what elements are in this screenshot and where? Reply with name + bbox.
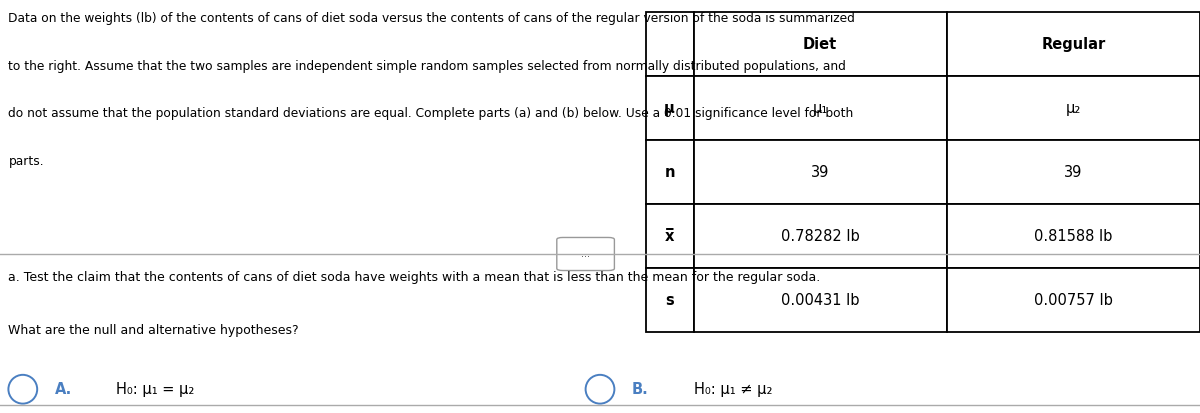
Text: 0.00431 lb: 0.00431 lb [781, 293, 859, 308]
FancyBboxPatch shape [557, 237, 614, 271]
Text: 39: 39 [1064, 165, 1082, 180]
Text: x̅: x̅ [665, 229, 674, 244]
Text: μ: μ [665, 101, 674, 116]
Bar [646, 76, 694, 140]
Bar [646, 140, 694, 204]
Bar [694, 268, 947, 332]
Text: 39: 39 [811, 165, 829, 180]
Text: Regular: Regular [1042, 37, 1105, 52]
Text: What are the null and alternative hypotheses?: What are the null and alternative hypoth… [8, 324, 299, 337]
Text: n: n [665, 165, 674, 180]
Bar [947, 140, 1200, 204]
Text: H₀: μ₁ = μ₂: H₀: μ₁ = μ₂ [116, 382, 194, 397]
Text: B.: B. [631, 382, 648, 397]
Text: Diet: Diet [803, 37, 838, 52]
Bar [646, 268, 694, 332]
Bar [694, 76, 947, 140]
Bar [947, 268, 1200, 332]
Bar [694, 204, 947, 268]
Text: do not assume that the population standard deviations are equal. Complete parts : do not assume that the population standa… [8, 107, 853, 120]
Text: to the right. Assume that the two samples are independent simple random samples : to the right. Assume that the two sample… [8, 60, 846, 73]
Bar [694, 140, 947, 204]
Text: parts.: parts. [8, 155, 44, 168]
Text: H₀: μ₁ ≠ μ₂: H₀: μ₁ ≠ μ₂ [694, 382, 772, 397]
Text: a. Test the claim that the contents of cans of diet soda have weights with a mea: a. Test the claim that the contents of c… [8, 271, 821, 283]
Bar [947, 76, 1200, 140]
Text: ...: ... [581, 249, 590, 259]
Text: μ₁: μ₁ [812, 101, 828, 116]
Bar [646, 12, 694, 76]
Text: μ₂: μ₂ [1066, 101, 1081, 116]
Bar [694, 12, 947, 76]
Text: A.: A. [54, 382, 72, 397]
Bar [947, 12, 1200, 76]
Bar [947, 204, 1200, 268]
Text: 0.78282 lb: 0.78282 lb [781, 229, 859, 244]
Bar [646, 204, 694, 268]
Text: Data on the weights (lb) of the contents of cans of diet soda versus the content: Data on the weights (lb) of the contents… [8, 12, 856, 25]
Text: 0.00757 lb: 0.00757 lb [1034, 293, 1112, 308]
Text: s: s [665, 293, 674, 308]
Text: 0.81588 lb: 0.81588 lb [1034, 229, 1112, 244]
